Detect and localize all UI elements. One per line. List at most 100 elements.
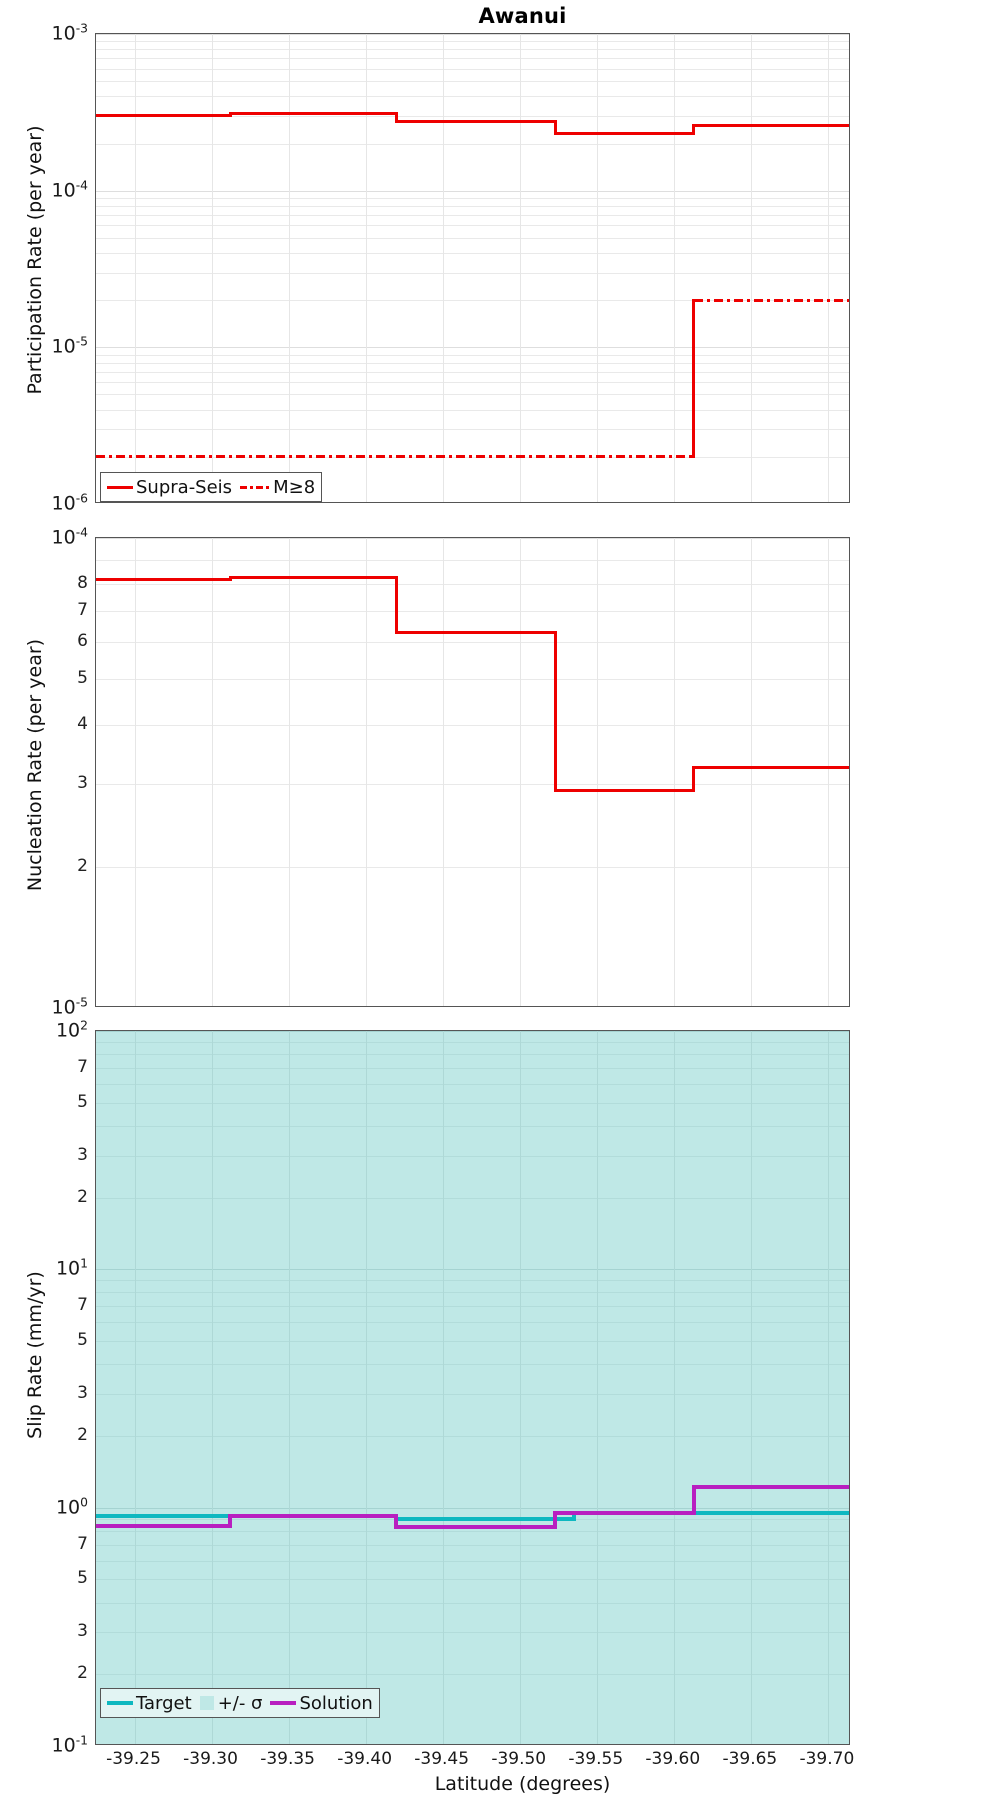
y-tick-label: 4 [77,714,88,735]
panel3-legend: Target +/- σ Solution [100,1688,380,1718]
panel1-legend: Supra-Seis M≥8 [100,472,323,502]
data-segment [96,455,694,459]
gridline [96,409,849,411]
legend-item-target[interactable]: Target [107,1693,192,1714]
gridline [96,1280,849,1282]
data-connector [692,298,696,459]
gridline [96,1632,849,1634]
panel1-plot-area [95,33,850,503]
y-tick-label: 6 [77,631,88,652]
data-segment [693,298,849,302]
gridline [96,1364,849,1366]
gridline [96,300,849,302]
gridline-vertical [519,34,521,502]
data-connector [228,1514,233,1528]
gridline [96,1041,849,1043]
line-teal-icon [107,1701,133,1705]
legend-item-solution[interactable]: Solution [270,1693,373,1714]
y-tick-label: 3 [77,1382,88,1403]
y-tick-label: 102 [55,1018,88,1042]
gridline [96,1579,849,1581]
y-tick-label: 10-4 [51,525,89,549]
gridline [96,679,849,681]
gridline [96,68,849,70]
x-tick-label: -39.30 [183,1749,238,1769]
gridline-vertical [134,538,136,1006]
legend-item-supra-seis[interactable]: Supra-Seis [107,477,232,498]
gridline [96,205,849,207]
x-tick-label: -39.70 [799,1749,855,1769]
line-magenta-icon [270,1701,297,1705]
gridline [96,583,849,585]
gridline-vertical [365,1031,367,1744]
gridline-vertical [365,538,367,1006]
figure-title: Awanui [478,4,567,28]
data-connector [394,1514,399,1529]
gridline-vertical [365,34,367,502]
gridline-vertical [596,34,598,502]
gridline [96,41,849,43]
gridline [96,1054,849,1056]
gridline-vertical [288,538,290,1006]
data-connector [394,575,398,634]
gridline [96,253,849,254]
gridline-vertical [750,34,752,502]
data-segment [693,1485,849,1490]
gridline-vertical [673,34,675,502]
data-segment [96,578,231,582]
y-tick-label: 5 [77,1330,88,1351]
data-segment [396,1516,574,1521]
gridline [96,783,849,785]
gridline-vertical [673,1031,675,1744]
gridline [96,1292,849,1294]
x-tick-label: -39.55 [568,1749,624,1769]
gridline [96,354,849,356]
gridline [96,96,849,98]
y-tick-label: 3 [77,1621,88,1642]
gridline-vertical [750,538,752,1006]
gridline-vertical [673,538,675,1006]
gridline [96,197,849,199]
y-tick-label: 2 [77,1186,88,1207]
data-connector [394,112,398,124]
gridline-vertical [288,1031,290,1744]
gridline-vertical [442,538,444,1006]
data-segment [230,112,397,116]
gridline [96,1306,849,1308]
gridline [96,1435,849,1437]
gridline [96,362,849,364]
x-tick-label: -39.65 [722,1749,778,1769]
gridline [96,866,849,868]
y-tick-label: 7 [77,1295,88,1316]
legend-item-m8[interactable]: M≥8 [240,477,315,498]
gridline [96,1560,849,1562]
gridline [96,1197,849,1199]
x-tick-label: -39.35 [260,1749,315,1769]
gridline [96,347,849,349]
gridline [96,538,849,539]
y-tick-label: 7 [77,1533,88,1554]
uncertainty-band [96,1031,849,1744]
gridline-vertical [750,1031,752,1744]
y-tick-label: 3 [77,772,88,793]
panel3-plot-area [95,1030,850,1745]
data-segment [555,132,694,136]
gridline-vertical [134,34,136,502]
gridline [96,143,849,145]
y-tick-label: 7 [77,1056,88,1077]
x-axis-title: Latitude (degrees) [434,1773,611,1795]
data-segment [96,114,231,118]
gridline [96,1393,849,1395]
y-tick-label: 2 [77,1663,88,1684]
y-tick-label: 3 [77,1144,88,1165]
gridline [96,58,849,60]
data-segment [396,1524,556,1529]
legend-item-sigma-band[interactable]: +/- σ [199,1693,262,1714]
y-tick-label: 7 [77,599,88,620]
panel1-y-axis-title: Participation Rate (per year) [24,125,46,395]
gridline [96,49,849,51]
gridline [96,115,849,117]
gridline [96,214,849,216]
y-tick-label: 2 [77,855,88,876]
gridline [96,394,849,396]
